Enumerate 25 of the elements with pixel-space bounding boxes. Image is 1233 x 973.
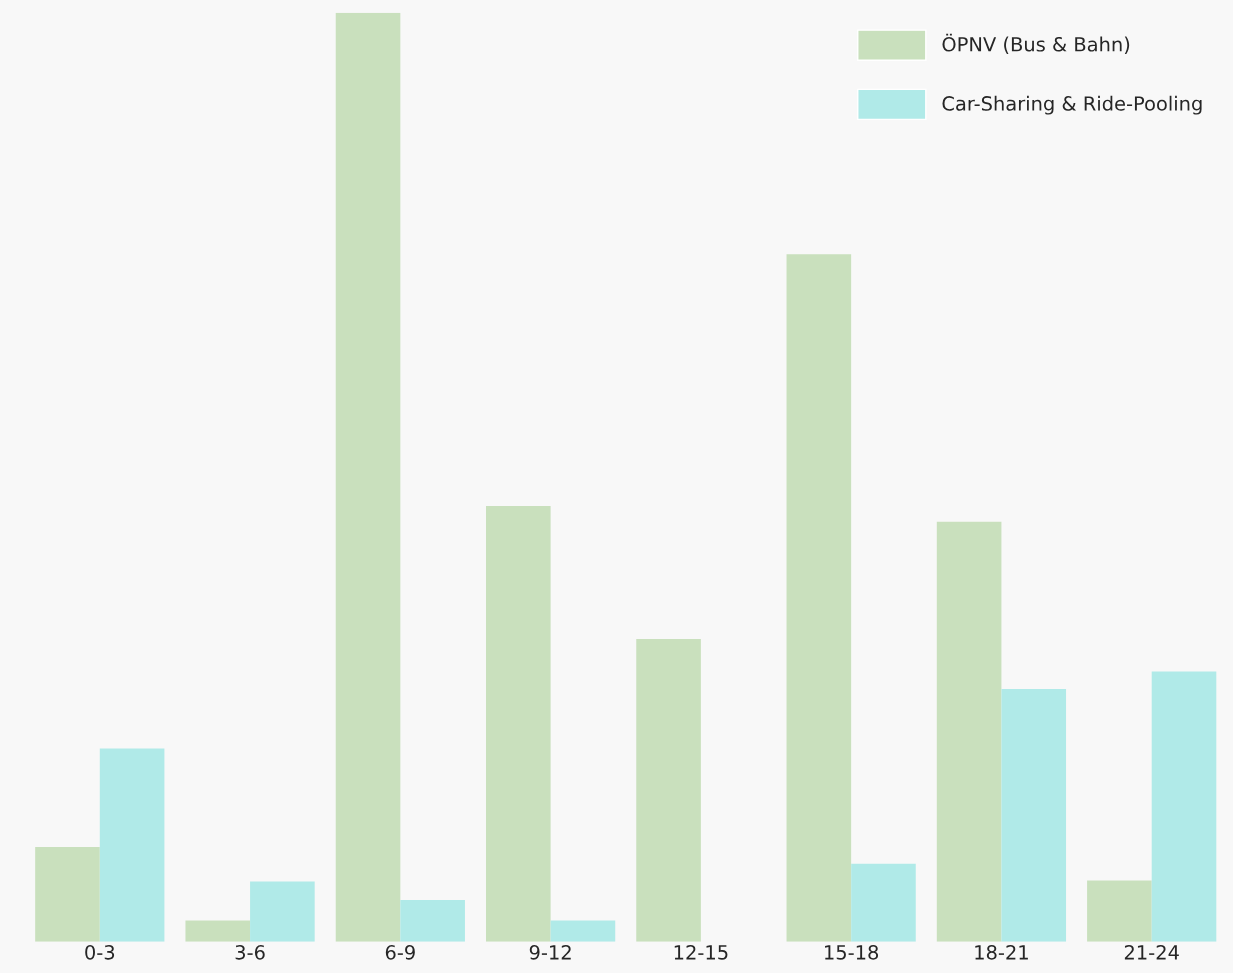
bar bbox=[400, 900, 465, 942]
x-tick-label: 0-3 bbox=[85, 944, 115, 960]
x-tick-label: 3-6 bbox=[235, 944, 265, 960]
x-tick-label: 21-24 bbox=[1124, 944, 1179, 960]
bar bbox=[250, 881, 315, 942]
bar bbox=[851, 863, 916, 942]
legend-label: ÖPNV (Bus & Bahn) bbox=[942, 33, 1130, 54]
x-tick-label: 15-18 bbox=[825, 944, 879, 960]
bar bbox=[335, 12, 401, 942]
bar bbox=[1087, 880, 1152, 942]
x-tick-label: 9-12 bbox=[529, 944, 571, 960]
bar bbox=[786, 254, 852, 942]
bar bbox=[1001, 689, 1067, 942]
bar bbox=[636, 638, 701, 942]
bar bbox=[550, 920, 616, 942]
bar bbox=[35, 847, 100, 942]
bar bbox=[1151, 671, 1217, 942]
x-tick-label: 12-15 bbox=[674, 944, 728, 960]
x-tick-label: 18-21 bbox=[975, 944, 1028, 960]
bar bbox=[185, 920, 251, 942]
x-tick-label: 6-9 bbox=[385, 944, 415, 960]
legend-label: Car-Sharing & Ride-Pooling bbox=[942, 95, 1202, 115]
bar bbox=[936, 521, 1002, 942]
bar bbox=[99, 748, 165, 942]
bar bbox=[485, 506, 551, 942]
